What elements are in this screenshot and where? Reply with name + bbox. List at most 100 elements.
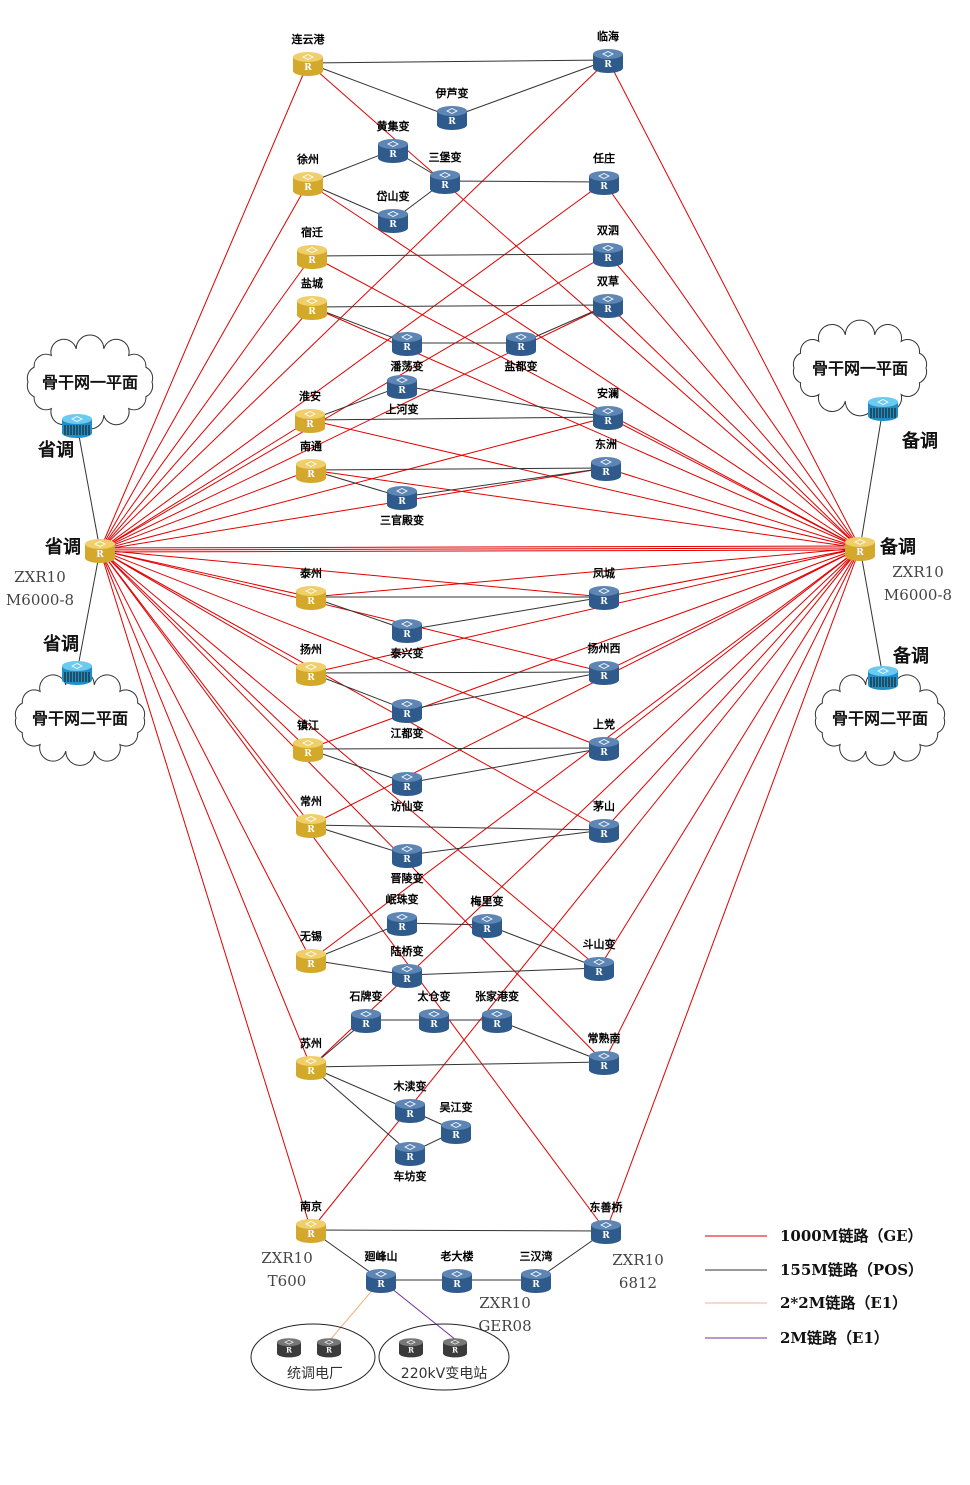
router-lyg[interactable]: R [293,52,323,76]
link-ge-left-sd [99,549,605,749]
router-yl[interactable]: R [437,106,467,130]
router-csn[interactable]: R [589,1051,619,1075]
router-arrows-icon [396,914,408,920]
router-lh[interactable]: R [593,49,623,73]
router-yzx[interactable]: R [589,661,619,685]
router-fc[interactable]: R [589,586,619,610]
router-fx[interactable]: R [392,772,422,796]
router-ms[interactable]: R [589,819,619,843]
link-ge-ha [99,419,311,551]
router-tz[interactable]: R [296,586,326,610]
router-wx[interactable]: R [296,949,326,973]
router-jl[interactable]: R [392,844,422,868]
router-ss[interactable]: R [593,243,623,267]
node-label-fx: 访仙变 [391,799,424,813]
switch-right-plane2-icon[interactable] [868,666,898,690]
router-body [392,849,422,868]
router-tc[interactable]: R [419,1009,449,1033]
link-ge-left-al [99,416,609,551]
router-sq[interactable]: R [297,245,327,269]
router-r-glyph: R [96,550,104,560]
router-zjg[interactable]: R [482,1009,512,1033]
router-r-glyph: R [403,975,411,985]
link-ge-xz [99,182,309,551]
router-cz[interactable]: R [296,814,326,838]
node-label-sc: 双草 [597,274,619,288]
router-top [521,1269,551,1279]
router-ydu[interactable]: R [506,332,536,356]
router-sc[interactable]: R [593,294,623,318]
router-sb[interactable]: R [430,170,460,194]
router-r-glyph: R [307,597,315,607]
router-tx[interactable]: R [392,619,422,643]
router-top [593,49,623,59]
router-arrows-icon [406,1339,416,1345]
router-top [430,170,460,180]
router-dsb[interactable]: R [584,957,614,981]
router-hub-right[interactable]: R [845,537,875,561]
router-ldl[interactable]: R [442,1269,472,1293]
router-md[interactable]: R [395,1099,425,1123]
router-arrows-icon [387,211,399,217]
router-nt[interactable]: R [296,459,326,483]
router-end-2[interactable]: R [399,1338,423,1358]
router-ds[interactable]: R [378,209,408,233]
link-pos-cz-jl [310,824,408,856]
router-hj[interactable]: R [378,139,408,163]
router-ha[interactable]: R [295,409,325,433]
cloud-backbone-plane2-left: 骨干网二平面 [14,670,146,766]
router-end-0[interactable]: R [277,1338,301,1358]
router-zj[interactable]: R [293,738,323,762]
router-al[interactable]: R [593,406,623,430]
link-ge-right-sq [311,255,861,549]
link-ge-right-wx [310,547,861,961]
link-pos-fx-sd [406,747,605,784]
router-wj[interactable]: R [441,1120,471,1144]
router-lq[interactable]: R [392,964,422,988]
router-yz[interactable]: R [296,662,326,686]
router-mz[interactable]: R [387,912,417,936]
router-shh[interactable]: R [387,375,417,399]
hub-left-label: 省调 [44,536,81,558]
router-nj[interactable]: R [296,1219,326,1243]
router-ml[interactable]: R [472,914,502,938]
router-body [589,176,619,195]
router-body [296,819,326,838]
switch-left-plane2-icon[interactable] [62,661,92,685]
link-ge-left-lh [99,59,609,551]
router-sgd[interactable]: R [387,486,417,510]
router-dsq[interactable]: R [591,1220,621,1244]
router-top [317,1338,341,1347]
router-top [395,1142,425,1152]
router-hfs[interactable]: R [366,1269,396,1293]
hub-right-model1: ZXR10 [892,563,943,581]
router-body [387,380,417,399]
router-suz[interactable]: R [296,1056,326,1080]
router-yc[interactable]: R [297,296,327,320]
link-pos-ml-dsb [486,924,600,969]
router-cf[interactable]: R [395,1142,425,1166]
switch-right-plane1-icon[interactable] [868,397,898,421]
router-xz[interactable]: R [293,172,323,196]
router-pd[interactable]: R [392,332,422,356]
model-dongshanqiao-1: ZXR10 [612,1251,663,1269]
router-top [593,294,623,304]
link-pos-yz-yzx [310,671,605,674]
router-hub-left[interactable]: R [85,539,115,563]
router-r-glyph: R [600,597,608,607]
router-end-1[interactable]: R [317,1338,341,1358]
model-nanjing-1: ZXR10 [261,1249,312,1267]
node-label-csn: 常熟南 [588,1031,621,1045]
router-rz[interactable]: R [589,171,619,195]
link-ge-cz [99,549,312,826]
link-pos-nt-dz [310,467,607,471]
router-sd[interactable]: R [589,737,619,761]
router-end-3[interactable]: R [443,1338,467,1358]
switch-left-plane1-icon[interactable] [62,414,92,438]
router-dz[interactable]: R [591,457,621,481]
router-jd[interactable]: R [392,699,422,723]
router-sp[interactable]: R [351,1009,381,1033]
router-shw[interactable]: R [521,1269,551,1293]
router-arrows-icon [401,966,413,972]
link-ge-dz [605,467,861,549]
